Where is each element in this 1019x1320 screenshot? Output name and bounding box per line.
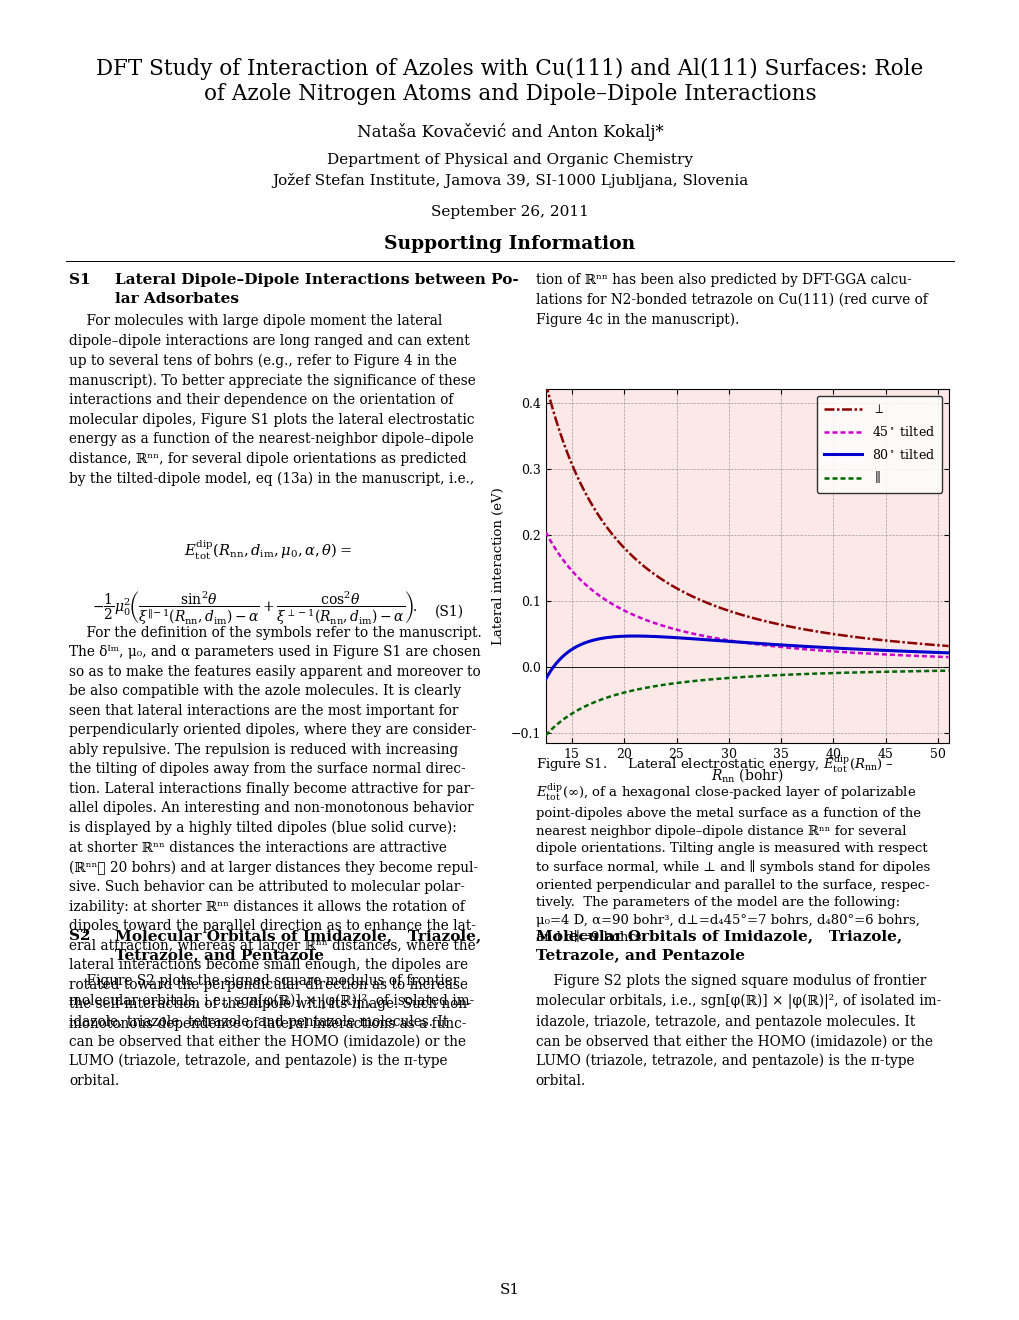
- Text: For molecules with large dipole moment the lateral
dipole–dipole interactions ar: For molecules with large dipole moment t…: [69, 314, 476, 486]
- Text: Tetrazole, and Pentazole: Tetrazole, and Pentazole: [115, 948, 324, 962]
- Text: For the definition of the symbols refer to the manuscript.
The δᴵᵐ, μ₀, and α pa: For the definition of the symbols refer …: [69, 626, 482, 1031]
- Text: September 26, 2011: September 26, 2011: [431, 205, 588, 219]
- Text: Figure S1.     Lateral electrostatic energy, $E_\mathrm{tot}^\mathrm{dip}(R_\mat: Figure S1. Lateral electrostatic energy,…: [535, 754, 929, 944]
- Text: of Azole Nitrogen Atoms and Dipole–Dipole Interactions: of Azole Nitrogen Atoms and Dipole–Dipol…: [204, 83, 815, 106]
- Text: (S1): (S1): [434, 605, 464, 619]
- Text: S1: S1: [69, 273, 91, 288]
- Text: Jožef Stefan Institute, Jamova 39, SI-1000 Ljubljana, Slovenia: Jožef Stefan Institute, Jamova 39, SI-10…: [272, 173, 747, 187]
- Text: DFT Study of Interaction of Azoles with Cu(111) and Al(111) Surfaces: Role: DFT Study of Interaction of Azoles with …: [96, 58, 923, 81]
- Y-axis label: Lateral interaction (eV): Lateral interaction (eV): [491, 487, 504, 645]
- Text: $-\dfrac{1}{2}\mu_0^2\!\left(\dfrac{\sin^2\!\theta}{\xi^{\|\!-1}(R_{\mathrm{nn}}: $-\dfrac{1}{2}\mu_0^2\!\left(\dfrac{\sin…: [92, 589, 417, 627]
- Text: tion of ℝⁿⁿ has been also predicted by DFT-GGA calcu-
lations for N2-bonded tetr: tion of ℝⁿⁿ has been also predicted by D…: [535, 273, 926, 327]
- Text: Tetrazole, and Pentazole: Tetrazole, and Pentazole: [535, 948, 744, 962]
- Text: Supporting Information: Supporting Information: [384, 235, 635, 253]
- Text: Molecular Orbitals of Imidazole,   Triazole,: Molecular Orbitals of Imidazole, Triazol…: [535, 929, 901, 944]
- Text: S2: S2: [69, 929, 91, 944]
- Text: Figure S2 plots the signed square modulus of frontier
molecular orbitals, i.e., : Figure S2 plots the signed square modulu…: [535, 974, 940, 1088]
- Text: Figure S2 plots the signed square modulus of frontier
molecular orbitals, i.e., : Figure S2 plots the signed square modulu…: [69, 974, 474, 1088]
- Text: lar Adsorbates: lar Adsorbates: [115, 292, 239, 306]
- Text: S1: S1: [499, 1283, 520, 1298]
- Text: Nataša Kovačević and Anton Kokalj*: Nataša Kovačević and Anton Kokalj*: [357, 123, 662, 141]
- Legend: $\perp$, $45^\circ$ tilted, $80^\circ$ tilted, $\parallel$: $\perp$, $45^\circ$ tilted, $80^\circ$ t…: [816, 396, 942, 492]
- Text: Lateral Dipole–Dipole Interactions between Po-: Lateral Dipole–Dipole Interactions betwe…: [115, 273, 519, 288]
- Text: Department of Physical and Organic Chemistry: Department of Physical and Organic Chemi…: [327, 153, 692, 168]
- Text: $E_{\mathrm{tot}}^{\mathrm{dip}}(R_{\mathrm{nn}}, d_{\mathrm{im}}, \mu_0, \alpha: $E_{\mathrm{tot}}^{\mathrm{dip}}(R_{\mat…: [183, 539, 351, 562]
- Text: Molecular Orbitals of Imidazole,   Triazole,: Molecular Orbitals of Imidazole, Triazol…: [115, 929, 481, 944]
- X-axis label: $R_\mathrm{nn}$ (bohr): $R_\mathrm{nn}$ (bohr): [710, 767, 783, 784]
